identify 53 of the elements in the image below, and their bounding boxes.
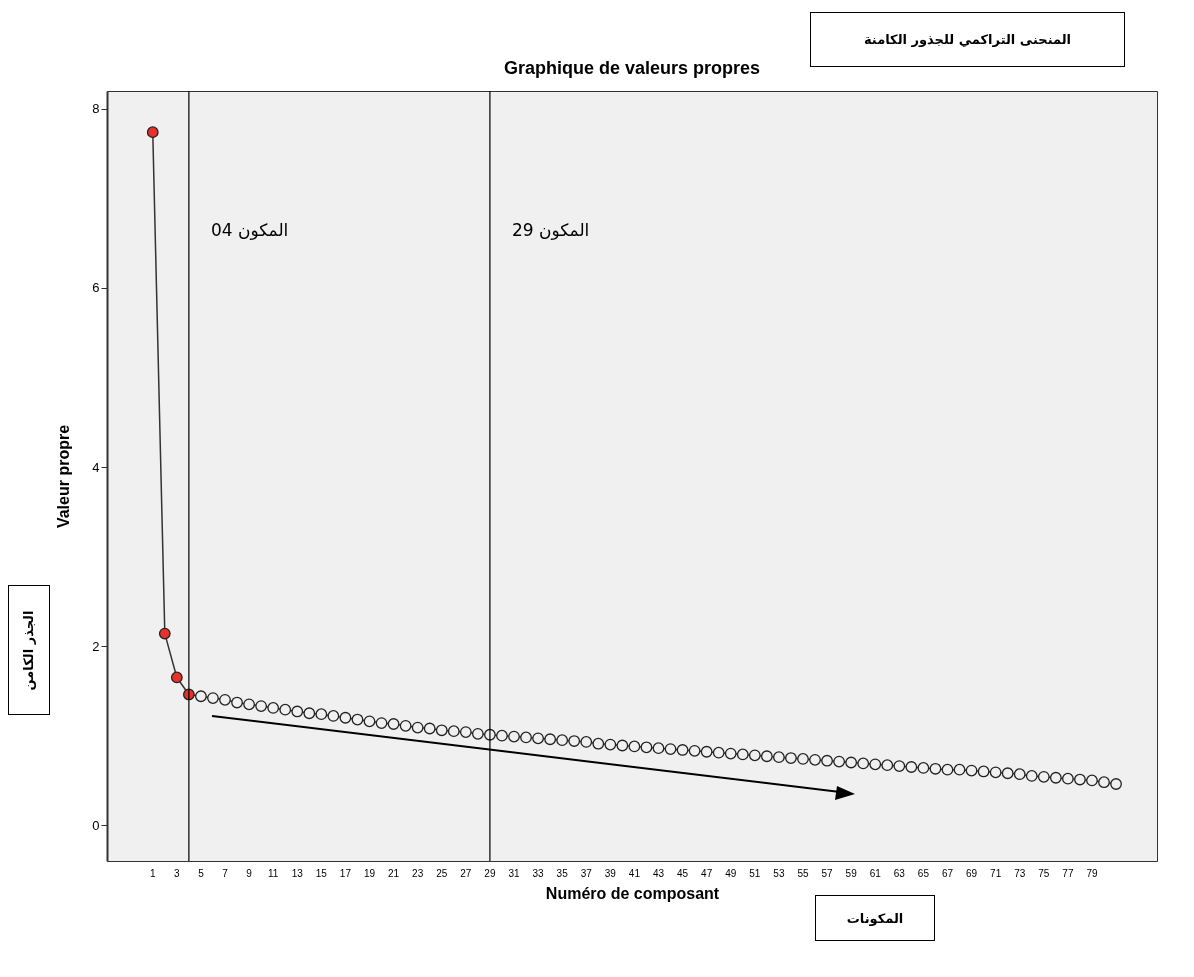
x-tick-label: 3 bbox=[174, 868, 181, 879]
x-tick-label: 9 bbox=[246, 868, 253, 879]
x-tick-label: 19 bbox=[363, 868, 376, 879]
y-tick-label: 6 bbox=[92, 280, 100, 296]
x-tick-label: 25 bbox=[436, 868, 448, 879]
y-tick-label: 2 bbox=[92, 638, 100, 654]
x-tick-label: 37 bbox=[580, 868, 593, 879]
x-axis-title: Numéro de composant bbox=[545, 884, 720, 902]
x-tick-label: 13 bbox=[291, 868, 304, 879]
x-tick-label: 31 bbox=[508, 868, 520, 879]
x-tick-label: 77 bbox=[1062, 868, 1074, 879]
x-tick-label: 49 bbox=[725, 868, 737, 879]
x-tick-label: 35 bbox=[556, 868, 569, 879]
x-tick-label: 79 bbox=[1086, 868, 1098, 879]
x-tick-label: 67 bbox=[941, 868, 954, 879]
x-tick-label: 51 bbox=[749, 868, 761, 879]
x-tick-label: 45 bbox=[677, 868, 689, 879]
x-tick-label: 1 bbox=[149, 868, 156, 879]
x-tick-label: 73 bbox=[1014, 868, 1026, 879]
x-tick-label: 23 bbox=[412, 868, 424, 879]
x-tick-label: 71 bbox=[990, 868, 1002, 879]
text-box: المنحنى التراكمي للجذور الكامنة bbox=[810, 12, 1125, 67]
x-tick-label: 15 bbox=[315, 868, 328, 879]
y-tick-label: 0 bbox=[92, 817, 100, 833]
ref-line-label: المكون 29 bbox=[511, 220, 590, 240]
x-tick-label: 55 bbox=[797, 868, 809, 879]
x-tick-label: 21 bbox=[388, 868, 400, 879]
x-tick-label: 11 bbox=[267, 868, 279, 879]
x-tick-label: 41 bbox=[628, 868, 641, 879]
text-box: الجذر الكامن bbox=[8, 585, 50, 715]
x-tick-label: 27 bbox=[460, 868, 472, 879]
x-tick-label: 47 bbox=[701, 868, 713, 879]
y-tick-label: 8 bbox=[92, 101, 100, 117]
x-tick-label: 69 bbox=[966, 868, 978, 879]
ref-line-label: المكون 04 bbox=[210, 220, 289, 240]
x-tick-label: 57 bbox=[821, 868, 834, 879]
x-tick-label: 33 bbox=[532, 868, 545, 879]
x-tick-label: 53 bbox=[773, 868, 785, 879]
x-tick-label: 63 bbox=[893, 868, 906, 879]
y-axis-title: Valeur propre bbox=[55, 424, 73, 529]
x-tick-label: 43 bbox=[652, 868, 665, 879]
text-box: المكونات bbox=[815, 895, 935, 941]
x-tick-label: 61 bbox=[869, 868, 882, 879]
x-tick-label: 39 bbox=[604, 868, 617, 879]
x-tick-label: 7 bbox=[222, 868, 229, 879]
x-tick-label: 5 bbox=[198, 868, 205, 879]
chart-title: Graphique de valeurs propres bbox=[503, 58, 761, 79]
x-tick-label: 75 bbox=[1038, 868, 1050, 879]
x-tick-label: 17 bbox=[339, 868, 352, 879]
x-tick-label: 65 bbox=[917, 868, 930, 879]
x-tick-label: 29 bbox=[484, 868, 496, 879]
x-tick-label: 59 bbox=[845, 868, 858, 879]
y-tick-label: 4 bbox=[92, 459, 100, 475]
